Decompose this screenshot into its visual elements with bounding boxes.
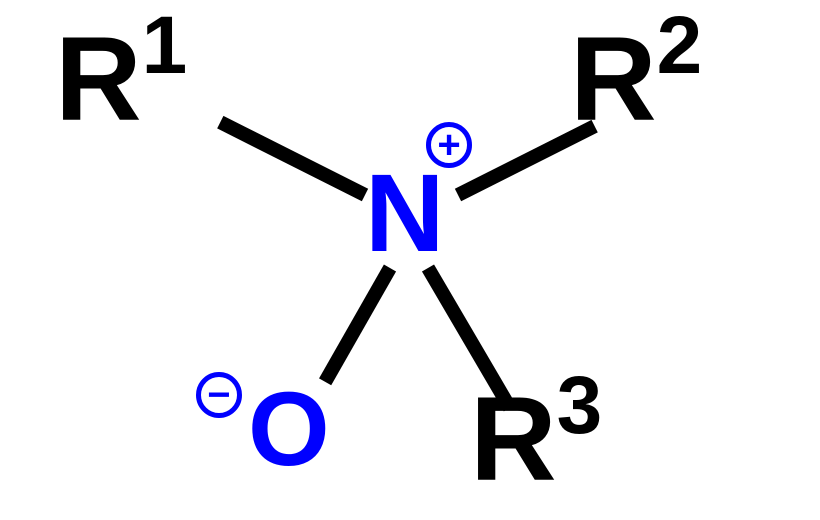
bond-n-r2 — [455, 120, 598, 202]
r2-superscript: 2 — [657, 0, 703, 91]
positive-charge-icon: + — [426, 122, 472, 168]
bond-n-r1 — [217, 116, 368, 201]
r1-superscript: 1 — [142, 0, 188, 91]
bond-n-r3 — [422, 264, 516, 411]
r1-base: R — [55, 12, 142, 146]
oxygen-atom-label: O — [248, 370, 330, 490]
bond-n-o — [319, 265, 396, 386]
negative-charge-icon: − — [196, 372, 242, 418]
r3-base: R — [470, 372, 557, 506]
r3-substituent-label: R3 — [470, 370, 602, 508]
minus-symbol: − — [207, 375, 230, 415]
nitrogen-atom-label: N — [365, 150, 444, 277]
plus-symbol: + — [437, 125, 460, 165]
r3-superscript: 3 — [557, 360, 603, 451]
r1-substituent-label: R1 — [55, 10, 187, 148]
